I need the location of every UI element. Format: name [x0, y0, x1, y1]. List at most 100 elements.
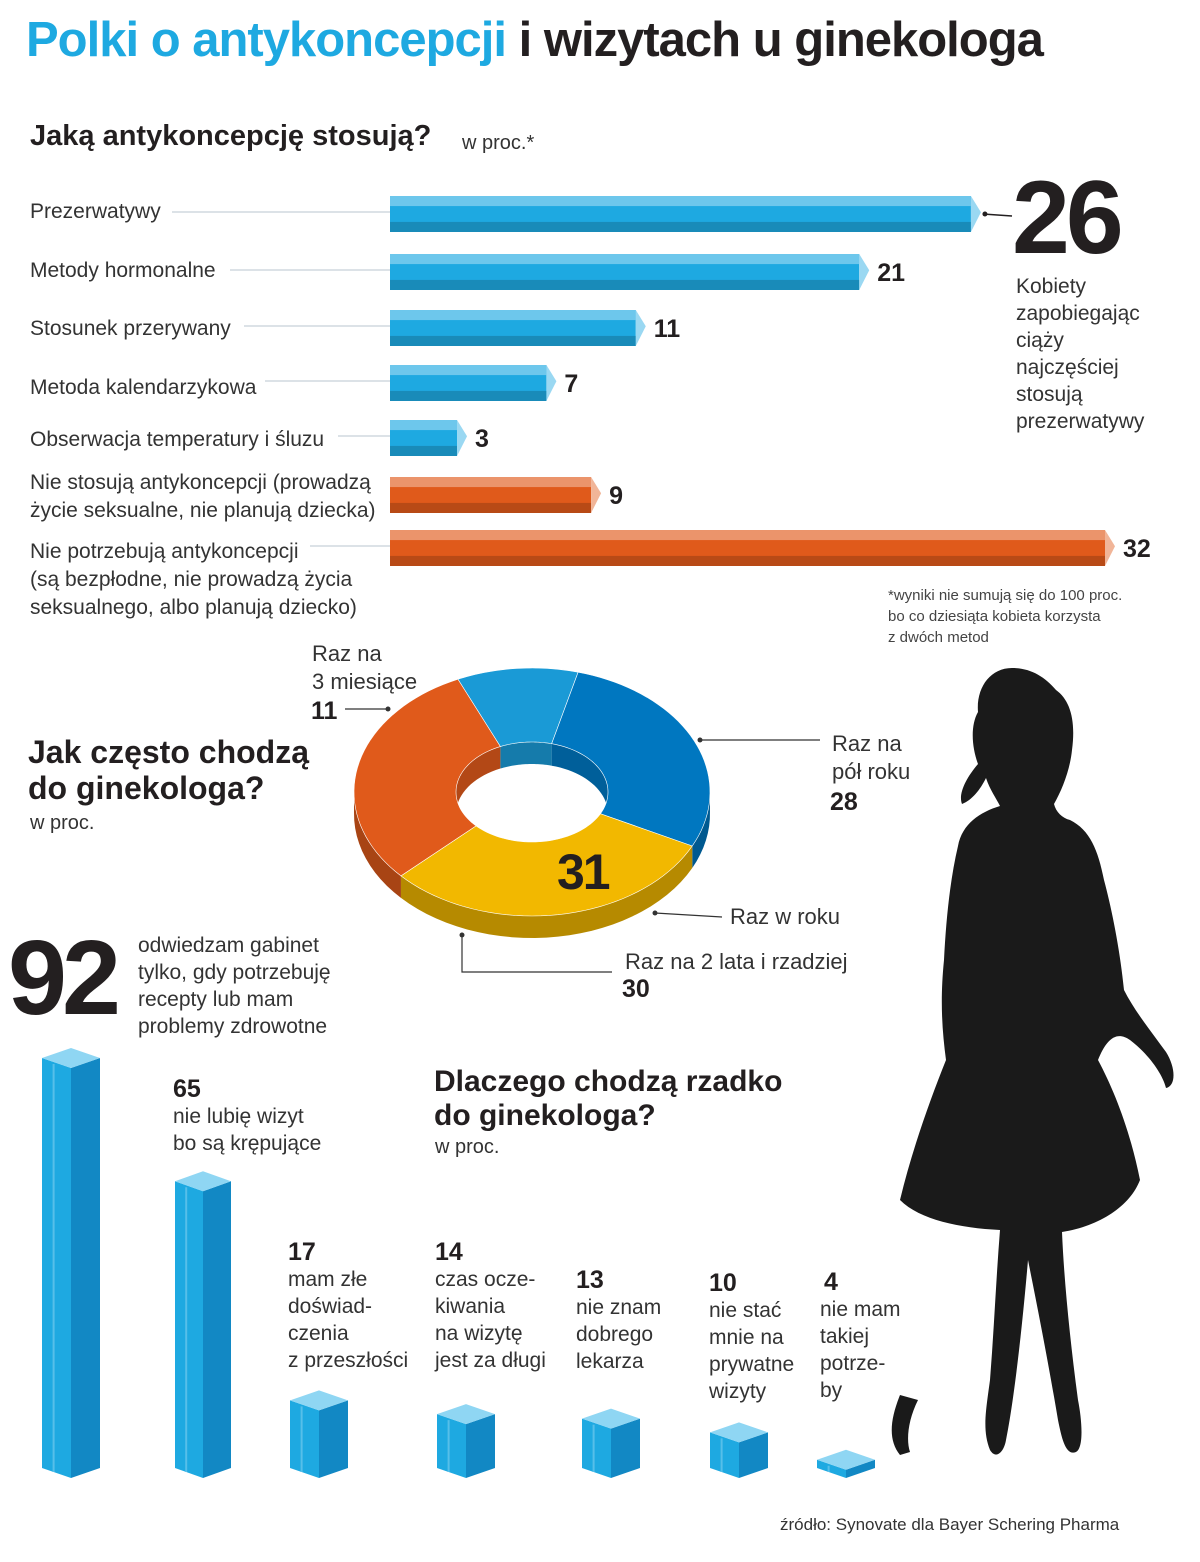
reason-line: czenia: [288, 1322, 349, 1345]
contraception-bars: 21 11 7 3 9 32: [172, 196, 1151, 566]
bar-top-bevel: [390, 530, 1105, 541]
reason-column: [582, 1408, 640, 1478]
reason-line: doświad-: [288, 1295, 373, 1318]
highlight-text: Kobiety zapobiegając ciąży najczęściej s…: [1016, 273, 1144, 435]
bar-cap: [457, 420, 468, 456]
column-face-left: [290, 1400, 319, 1478]
reason-14-value: 14: [435, 1238, 463, 1266]
column-top: [175, 1171, 231, 1192]
bar-category-line: Prezerwatywy: [30, 200, 161, 223]
donut-slice-side: [354, 790, 401, 898]
leader-dot: [385, 706, 391, 712]
bar-category-line: seksualnego, albo planują dziecko): [30, 596, 357, 619]
reasons-columns: [42, 1048, 875, 1478]
bar-value-label: 9: [609, 482, 623, 510]
column-top: [290, 1390, 348, 1411]
donut-slice-inner: [551, 743, 608, 816]
reason-line: nie znam: [576, 1296, 662, 1319]
bar-category-label: Metody hormonalne: [30, 257, 216, 285]
column-face-right: [846, 1459, 875, 1478]
bar-top-bevel: [390, 420, 458, 431]
reason-line: by: [820, 1379, 843, 1402]
bar-cap: [635, 310, 646, 346]
bar-value-label: 32: [1123, 535, 1151, 563]
reason-line: prywatne: [709, 1353, 795, 1376]
footnote-line: bo co dziesiąta kobieta korzysta: [888, 608, 1101, 625]
bar-cap: [591, 477, 602, 513]
reason-4-text: nie mam takiej potrze- by: [820, 1296, 901, 1404]
reason-13-text: nie znam dobrego lekarza: [576, 1294, 661, 1375]
reason-line: nie stać: [709, 1299, 782, 1322]
leader-dot: [652, 910, 658, 916]
bar-top-bevel: [390, 310, 636, 321]
bar-bottom-bevel: [390, 555, 1105, 566]
column-face-left: [710, 1432, 739, 1478]
label-quarter-line: Raz na: [312, 641, 382, 666]
bar-category-line: Metody hormonalne: [30, 259, 216, 282]
reason-14-text: czas ocze- kiwania na wizytę jest za dłu…: [435, 1266, 546, 1374]
bar-bottom-bevel: [390, 221, 971, 232]
reason-line: z przeszłości: [288, 1349, 409, 1372]
bar-category-line: Metoda kalendarzykowa: [30, 376, 257, 399]
highlight-value: 26: [1012, 160, 1124, 276]
bar-category-label: Nie stosują antykoncepcji (prowadzą życie…: [30, 469, 376, 525]
leader-rare: [461, 935, 612, 973]
bar-value-label: 3: [475, 425, 489, 453]
bar-category-label: Nie potrzebują antykoncepcji (są bezpłodn…: [30, 538, 357, 622]
bar-bottom-bevel: [390, 390, 547, 401]
woman-silhouette-icon: [891, 668, 1174, 1455]
leader-dot: [459, 932, 465, 938]
reason-92-text: odwiedzam gabinet tylko, gdy potrzebuję …: [138, 932, 331, 1040]
bar-category-line: (są bezpłodne, nie prowadzą życia: [30, 568, 353, 591]
donut-slice: [353, 678, 501, 877]
footnote-line: *wyniki nie sumują się do 100 proc.: [888, 587, 1123, 604]
contraception-bar: [390, 365, 557, 401]
bar-category-line: życie seksualne, nie planują dziecka): [30, 499, 376, 522]
highlight-line: Kobiety: [1016, 275, 1087, 298]
reason-line: takiej: [820, 1325, 870, 1348]
bar-value-label: 21: [877, 259, 905, 287]
reason-column: [437, 1404, 495, 1478]
bar-category-label: Prezerwatywy: [30, 198, 161, 226]
highlight-pointer: [982, 213, 1013, 217]
bar-top-bevel: [390, 477, 592, 488]
contraception-bar: [390, 530, 1115, 566]
value-rare: 30: [622, 975, 650, 1003]
reason-line: wizyty: [709, 1380, 767, 1403]
label-half-line: Raz na: [832, 731, 902, 756]
frequency-heading: Jak często chodzą do ginekologa?: [28, 734, 309, 807]
column-face-right: [466, 1414, 495, 1478]
bar-value-label: 7: [564, 370, 578, 398]
donut-slice-side: [400, 845, 693, 938]
donut-slice-inner: [456, 746, 501, 814]
bar-top-bevel: [390, 365, 547, 376]
contraception-bar: [390, 254, 870, 290]
reason-13-value: 13: [576, 1266, 604, 1294]
value-year: 31: [557, 844, 611, 900]
column-top: [437, 1404, 495, 1425]
bar-bottom-bevel: [390, 335, 636, 346]
reason-line: problemy zdrowotne: [138, 1015, 328, 1038]
column-top: [817, 1449, 875, 1470]
reason-line: nie lubię wizyt: [173, 1105, 304, 1128]
reason-10-value: 10: [709, 1269, 737, 1297]
bar-category-line: Stosunek przerywany: [30, 317, 231, 340]
contraception-bar: [390, 196, 981, 232]
reason-line: tylko, gdy potrzebuję: [138, 961, 331, 984]
reason-65-text: nie lubię wizyt bo są krępujące: [173, 1103, 321, 1157]
bar-bottom-bevel: [390, 502, 592, 513]
reason-line: mam złe: [288, 1268, 368, 1291]
label-year: Raz w roku: [730, 904, 841, 929]
bar-top-bevel: [390, 254, 860, 265]
label-quarter: Raz na 3 miesiące: [312, 640, 417, 696]
reasons-heading-line: do ginekologa?: [434, 1098, 656, 1132]
contraception-bar: [390, 477, 602, 513]
frequency-unit: w proc.: [30, 812, 95, 834]
bar-category-label: Obserwacja temperatury i śluzu: [30, 426, 324, 454]
reason-column: [710, 1422, 768, 1478]
reason-line: dobrego: [576, 1323, 654, 1346]
contraception-heading: Jaką antykoncepcję stosują?: [30, 120, 432, 152]
column-face-left: [817, 1459, 846, 1478]
page-title: Polki o antykoncepcji i wizytach u ginek…: [26, 12, 1044, 68]
contraception-bar: [390, 310, 646, 346]
